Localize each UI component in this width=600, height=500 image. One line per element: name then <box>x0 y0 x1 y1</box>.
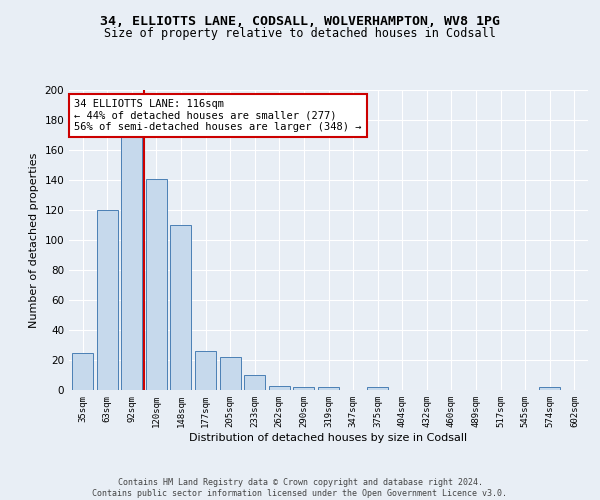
Bar <box>97 210 118 390</box>
Bar <box>367 387 388 390</box>
Bar <box>293 387 314 390</box>
Bar <box>539 387 560 390</box>
Bar <box>72 352 93 390</box>
Bar <box>269 386 290 390</box>
Text: Contains HM Land Registry data © Crown copyright and database right 2024.
Contai: Contains HM Land Registry data © Crown c… <box>92 478 508 498</box>
Text: 34, ELLIOTTS LANE, CODSALL, WOLVERHAMPTON, WV8 1PG: 34, ELLIOTTS LANE, CODSALL, WOLVERHAMPTO… <box>100 15 500 28</box>
Bar <box>195 351 216 390</box>
Y-axis label: Number of detached properties: Number of detached properties <box>29 152 39 328</box>
Bar <box>220 357 241 390</box>
X-axis label: Distribution of detached houses by size in Codsall: Distribution of detached houses by size … <box>190 432 467 442</box>
Text: Size of property relative to detached houses in Codsall: Size of property relative to detached ho… <box>104 28 496 40</box>
Bar <box>170 225 191 390</box>
Bar <box>121 112 142 390</box>
Bar <box>146 178 167 390</box>
Bar <box>244 375 265 390</box>
Bar <box>318 387 339 390</box>
Text: 34 ELLIOTTS LANE: 116sqm
← 44% of detached houses are smaller (277)
56% of semi-: 34 ELLIOTTS LANE: 116sqm ← 44% of detach… <box>74 99 362 132</box>
